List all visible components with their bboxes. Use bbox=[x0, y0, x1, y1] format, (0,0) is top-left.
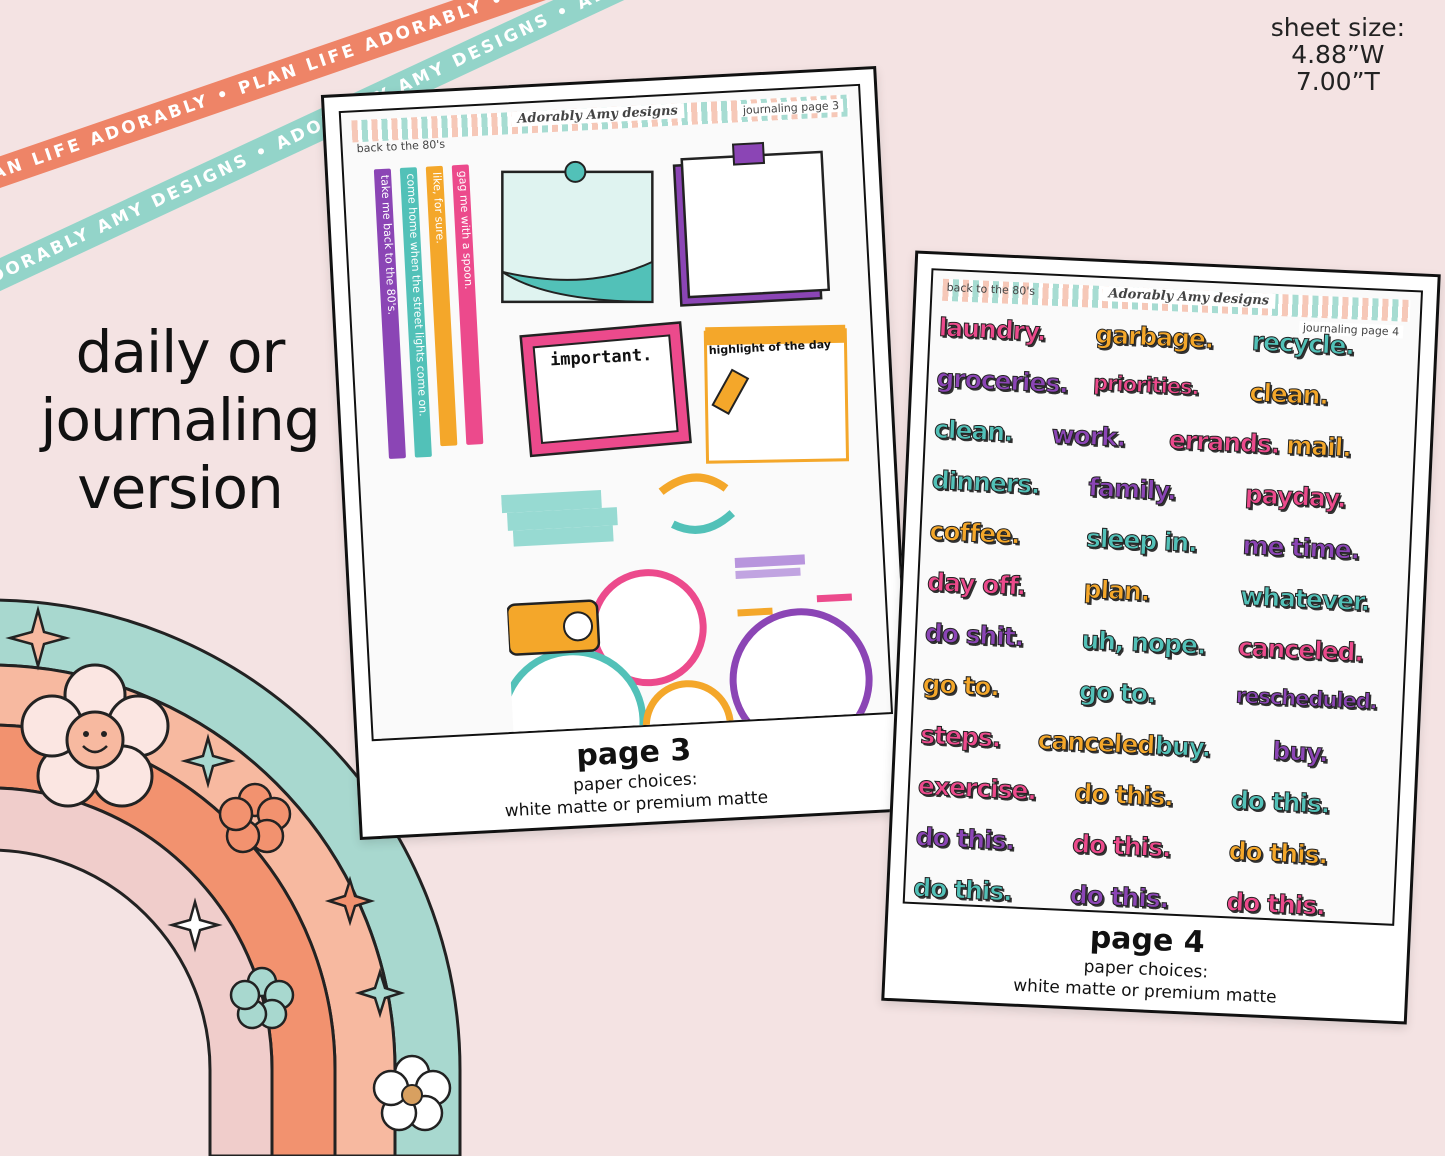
word-sticker: recycle. bbox=[1251, 326, 1355, 361]
word-sticker: do this. bbox=[1228, 836, 1329, 870]
headline-line-2: journaling bbox=[40, 386, 320, 454]
sparkle-icon bbox=[167, 897, 223, 953]
sticker-graphics bbox=[499, 141, 873, 742]
important-frame bbox=[519, 321, 692, 458]
sticky-note-purple bbox=[672, 141, 831, 307]
quote-strip: gag me with a spoon. bbox=[451, 164, 484, 445]
word-sticker-grid: laundry. garbage. recycle. groceries. priori… bbox=[909, 312, 1415, 921]
word-sticker: garbage. bbox=[1094, 319, 1215, 355]
word-sticker: do this. bbox=[1230, 785, 1331, 819]
word-sticker: laundry. bbox=[938, 312, 1047, 347]
word-sticker: canceled. bbox=[1037, 725, 1164, 761]
sheet-size-height: 7.00”T bbox=[1295, 67, 1380, 96]
word-sticker: plan. bbox=[1083, 574, 1151, 607]
word-sticker: clean. bbox=[933, 414, 1014, 448]
word-sticker: canceled. bbox=[1237, 632, 1364, 668]
arrows bbox=[658, 473, 853, 617]
white-flower-icon bbox=[372, 1054, 452, 1132]
highlighter-icon bbox=[711, 368, 750, 416]
word-sticker: mail. bbox=[1285, 430, 1352, 463]
headline-line-1: daily or bbox=[75, 318, 286, 386]
teal-highlight-swatch bbox=[501, 489, 618, 547]
word-sticker: do this. bbox=[1071, 829, 1172, 863]
pushpin-icon bbox=[564, 160, 587, 183]
sparkle-icon bbox=[354, 967, 406, 1019]
word-sticker: whatever. bbox=[1239, 581, 1371, 617]
teal-flower-icon bbox=[229, 966, 295, 1030]
word-sticker: groceries. bbox=[935, 363, 1069, 399]
orange-flower-icon bbox=[218, 782, 292, 854]
word-sticker: do this. bbox=[1073, 778, 1174, 812]
word-sticker: errands. bbox=[1168, 425, 1281, 460]
sparkle-icon bbox=[5, 605, 71, 671]
word-sticker: do this. bbox=[915, 822, 1016, 856]
word-sticker: do this. bbox=[1225, 887, 1326, 921]
sparkle-icon bbox=[324, 875, 376, 927]
headline-line-3: version bbox=[77, 454, 283, 522]
sheet-4-sticker-area: Adorably Amy designs journaling page 4 b… bbox=[902, 268, 1424, 926]
word-sticker: go to. bbox=[921, 669, 1000, 702]
quote-strip: like, for sure. bbox=[425, 165, 458, 447]
highlight-of-the-day-box bbox=[703, 324, 850, 464]
sheet-size-width: 4.88”W bbox=[1291, 40, 1385, 69]
rainbow-illustration bbox=[0, 598, 462, 1156]
sheet-3-sticker-area: Adorably Amy designs journaling page 3 b… bbox=[338, 83, 894, 742]
word-sticker: do this. bbox=[1069, 880, 1170, 914]
sheet-size-info: sheet size: 4.88”W 7.00”T bbox=[1271, 14, 1405, 95]
word-sticker: clean. bbox=[1248, 377, 1329, 411]
sticker-sheet-page-3: Adorably Amy designs journaling page 3 b… bbox=[320, 65, 916, 841]
sheet-size-label: sheet size: bbox=[1270, 13, 1405, 42]
sticker-sheet-page-4: Adorably Amy designs journaling page 4 b… bbox=[881, 250, 1441, 1025]
word-sticker: me time. bbox=[1241, 530, 1360, 565]
sparkle-icon bbox=[180, 733, 236, 789]
word-sticker: buy. bbox=[1271, 736, 1329, 768]
binder-clip-icon bbox=[731, 141, 766, 166]
word-sticker: day off. bbox=[926, 567, 1026, 601]
word-sticker: coffee. bbox=[928, 516, 1021, 550]
sticky-note-teal bbox=[501, 160, 654, 304]
word-sticker: dinners. bbox=[931, 465, 1041, 500]
word-sticker: uh, nope. bbox=[1080, 625, 1207, 661]
word-sticker: rescheduled. bbox=[1235, 683, 1378, 714]
word-sticker: steps. bbox=[919, 720, 1001, 754]
word-sticker: go to. bbox=[1078, 676, 1157, 709]
word-sticker: sleep in. bbox=[1085, 523, 1198, 558]
word-sticker: buy. bbox=[1154, 730, 1211, 763]
smiley-flower-icon bbox=[20, 663, 170, 808]
word-sticker: payday. bbox=[1244, 479, 1347, 514]
word-sticker: exercise. bbox=[917, 771, 1037, 806]
word-sticker: do this. bbox=[912, 873, 1013, 907]
word-sticker: family. bbox=[1087, 472, 1177, 506]
headline: daily or journaling version bbox=[20, 318, 340, 522]
word-sticker: work. bbox=[1050, 419, 1126, 453]
label-maker-icon bbox=[505, 599, 601, 656]
word-sticker: do shit. bbox=[924, 618, 1025, 652]
word-sticker: priorities. bbox=[1092, 370, 1200, 400]
